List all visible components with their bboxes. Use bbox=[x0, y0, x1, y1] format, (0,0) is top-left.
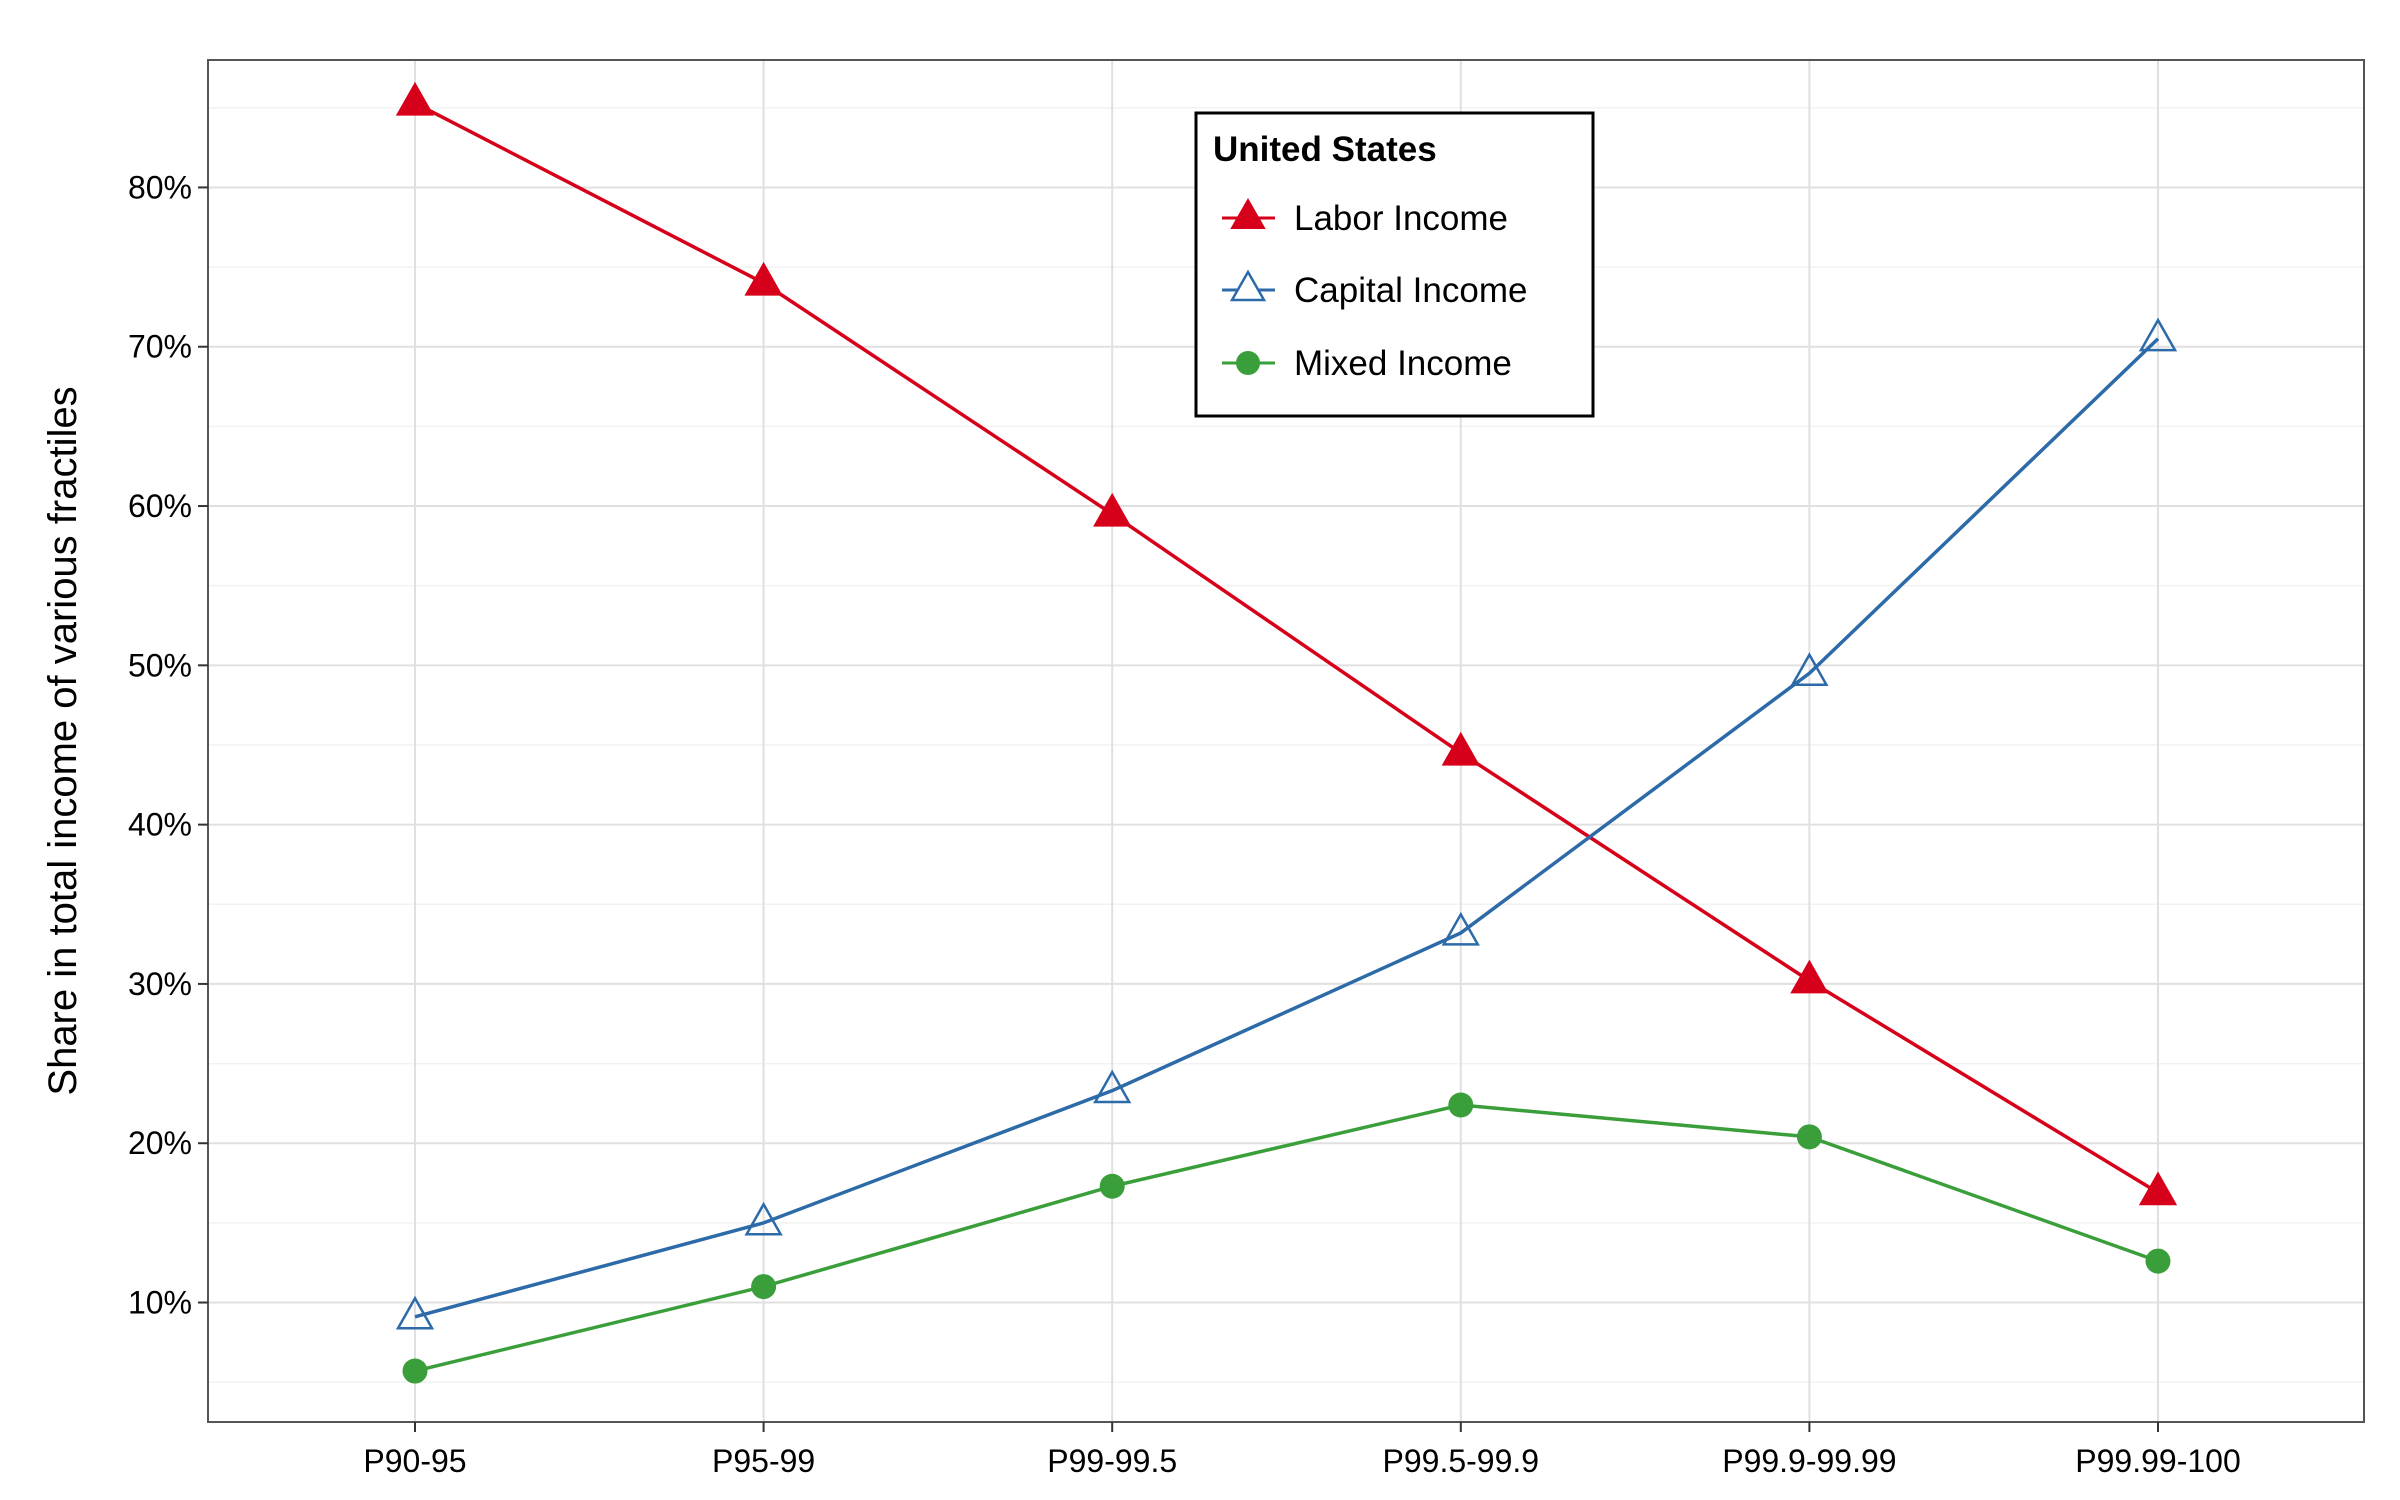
legend-key-marker-capital-income bbox=[1229, 269, 1267, 302]
data-point-mixed-income bbox=[751, 1274, 777, 1300]
x-tick-label: P90-95 bbox=[363, 1443, 466, 1479]
data-point-mixed-income bbox=[2145, 1248, 2171, 1274]
legend-label-mixed-income: Mixed Income bbox=[1294, 344, 1512, 383]
legend: United States Labor Income Capital Incom… bbox=[1194, 111, 1595, 418]
y-tick-label: 30% bbox=[128, 966, 192, 1002]
legend-box bbox=[1194, 111, 1595, 418]
data-point-capital-income bbox=[395, 1295, 435, 1330]
y-tick-label: 10% bbox=[128, 1285, 192, 1321]
series-line-mixed-income bbox=[414, 1103, 2159, 1373]
data-point-labor-income bbox=[744, 261, 783, 296]
legend-title: United States bbox=[1213, 130, 1437, 169]
y-axis: 10% 20% 30% 40% 50% 60% 70% 80% bbox=[128, 169, 208, 1321]
y-tick-label: 80% bbox=[128, 169, 192, 205]
data-point-labor-income bbox=[1441, 731, 1480, 766]
y-tick-label: 60% bbox=[128, 488, 192, 524]
y-tick-label: 40% bbox=[128, 807, 192, 843]
legend-key-marker-labor-income bbox=[1230, 197, 1266, 229]
data-point-capital-income bbox=[1441, 911, 1480, 946]
series-layer bbox=[395, 81, 2178, 1384]
y-axis-title: Share in total income of various fractil… bbox=[41, 386, 85, 1095]
series-mixed-income bbox=[402, 1092, 2171, 1384]
data-point-labor-income bbox=[1093, 492, 1132, 527]
x-tick-label: P99-99.5 bbox=[1047, 1443, 1177, 1479]
data-point-capital-income bbox=[1790, 652, 1829, 686]
y-tick-label: 20% bbox=[128, 1125, 192, 1161]
y-tick-label: 50% bbox=[128, 647, 192, 683]
data-point-mixed-income bbox=[1448, 1092, 1474, 1118]
data-point-capital-income bbox=[2138, 317, 2178, 352]
x-tick-label: P99.5-99.9 bbox=[1383, 1443, 1540, 1479]
plot-panel-border bbox=[207, 59, 2365, 1423]
data-point-labor-income bbox=[2138, 1171, 2178, 1206]
data-point-capital-income bbox=[744, 1201, 783, 1236]
series-labor-income bbox=[395, 81, 2178, 1206]
legend-key-marker-mixed-income bbox=[1236, 351, 1260, 375]
data-point-labor-income bbox=[1790, 959, 1829, 994]
data-point-mixed-income bbox=[402, 1358, 428, 1384]
data-point-labor-income bbox=[395, 81, 435, 116]
series-line-labor-income bbox=[414, 101, 2159, 1195]
data-point-mixed-income bbox=[1099, 1173, 1125, 1199]
series-capital-income bbox=[395, 317, 2178, 1330]
data-point-capital-income bbox=[1093, 1069, 1132, 1104]
data-point-mixed-income bbox=[1796, 1124, 1822, 1150]
legend-label-capital-income: Capital Income bbox=[1294, 271, 1527, 310]
y-tick-label: 70% bbox=[128, 329, 192, 365]
x-tick-label: P95-99 bbox=[712, 1443, 815, 1479]
series-line-capital-income bbox=[414, 337, 2160, 1319]
x-axis: P90-95 P95-99 P99-99.5 P99.5-99.9 P99.9-99.9… bbox=[363, 1422, 2241, 1479]
legend-label-labor-income: Labor Income bbox=[1294, 199, 1508, 238]
x-tick-label: P99.99-100 bbox=[2075, 1443, 2240, 1479]
x-tick-label: P99.9-99.99 bbox=[1722, 1443, 1896, 1479]
